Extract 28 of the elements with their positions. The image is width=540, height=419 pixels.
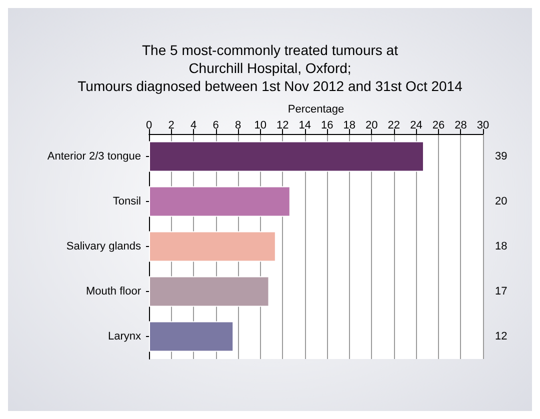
x-tick-label: 0 [146, 120, 152, 132]
x-tick-label: 4 [190, 120, 197, 132]
text: 17 [495, 286, 508, 298]
chart-title: The 5 most-commonly treated tumours at Churchill Hospital, Oxford; Tumours diagnosed between 1st Nov 2012 and 31st Oct 2014 [78, 42, 463, 94]
text: 20 [495, 196, 508, 208]
x-tick-label: 14 [298, 120, 311, 132]
x-tick-label: 12 [276, 120, 289, 132]
x-tick-label: 22 [388, 120, 400, 132]
x-tick-label: 18 [343, 120, 356, 132]
text: 39 [495, 150, 508, 162]
x-tick-label: 16 [321, 120, 334, 132]
y-tick-label: Larynx [108, 330, 142, 342]
y-tick-label: Tonsil [112, 196, 141, 208]
y-tick-label: Anterior 2/3 tongue [47, 150, 141, 162]
text: 18 [495, 240, 508, 252]
x-tick-label: 6 [212, 120, 219, 132]
x-tick-label: 26 [432, 120, 445, 132]
y-tick-label: Salivary glands [66, 240, 142, 252]
x-tick-label: 2 [168, 120, 174, 132]
x-axis-title: Percentage [288, 104, 344, 116]
x-tick-label: 10 [254, 120, 266, 132]
y-tick-label: Mouth floor [86, 286, 142, 298]
x-tick-label: 28 [454, 120, 467, 132]
x-tick-label: 30 [476, 120, 490, 132]
x-tick-label: 24 [410, 120, 422, 132]
x-tick-label: 20 [366, 120, 378, 132]
text: 12 [495, 330, 508, 342]
x-tick-label: 8 [235, 120, 242, 132]
